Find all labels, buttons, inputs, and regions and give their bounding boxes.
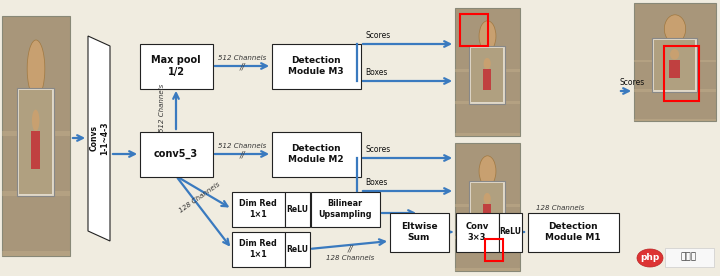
Bar [31,131,40,169]
Text: 512 Channels: 512 Channels [218,143,266,149]
Bar [455,269,520,271]
Bar [483,70,492,90]
Ellipse shape [484,58,491,70]
Ellipse shape [479,156,496,187]
FancyBboxPatch shape [498,213,521,251]
Text: php: php [640,253,660,262]
Polygon shape [476,192,499,235]
Polygon shape [24,107,48,189]
Text: Conv
3×3: Conv 3×3 [465,222,489,242]
Ellipse shape [637,249,663,267]
Text: Eltwise
Sum: Eltwise Sum [401,222,437,242]
Text: Detection
Module M1: Detection Module M1 [545,222,600,242]
Text: Boxes: Boxes [365,178,387,187]
Text: //: // [239,62,245,71]
FancyBboxPatch shape [284,232,310,267]
Bar [2,16,70,256]
Bar [634,89,716,92]
Text: Scores: Scores [365,145,390,154]
FancyBboxPatch shape [456,213,498,251]
Text: 128 Channels: 128 Channels [326,255,374,261]
Bar [634,119,716,121]
Text: Scores: Scores [619,78,644,87]
Bar [472,48,503,102]
Bar [654,40,695,89]
FancyBboxPatch shape [665,248,714,267]
Text: Detection
Module M2: Detection Module M2 [288,144,344,164]
Bar [469,46,505,104]
Bar [455,205,520,207]
Ellipse shape [484,193,491,205]
Bar [669,60,680,78]
Text: ReLU: ReLU [499,227,521,237]
FancyBboxPatch shape [284,192,310,227]
Bar [455,237,520,239]
Bar [2,251,70,256]
Bar [455,70,520,72]
Text: Dim Red
1×1: Dim Red 1×1 [239,239,277,259]
Text: Bilinear
Upsampling: Bilinear Upsampling [318,199,372,219]
Text: conv5_3: conv5_3 [154,149,198,159]
Text: 中文网: 中文网 [681,253,697,261]
Polygon shape [88,36,110,241]
Bar [469,181,505,239]
Text: 512 Channels: 512 Channels [218,55,266,61]
Ellipse shape [665,15,685,43]
FancyBboxPatch shape [271,44,361,89]
Text: Boxes: Boxes [365,68,387,77]
Bar [652,38,697,92]
Text: //: // [347,245,353,253]
Ellipse shape [479,21,496,52]
Text: 128 Channels: 128 Channels [536,205,584,211]
FancyBboxPatch shape [140,44,212,89]
Text: ReLU: ReLU [286,245,308,253]
Polygon shape [660,48,690,88]
Bar [19,90,53,194]
Bar [634,60,716,62]
Bar [2,131,70,136]
Bar [664,46,699,101]
FancyBboxPatch shape [232,192,284,227]
Bar [483,205,492,225]
Bar [455,133,520,136]
Text: Max pool
1/2: Max pool 1/2 [151,55,201,77]
FancyBboxPatch shape [140,131,212,176]
Text: Detection
Module M3: Detection Module M3 [288,56,344,76]
Bar [17,88,55,196]
Text: 128 Channels: 128 Channels [179,182,222,214]
Ellipse shape [670,49,679,60]
Text: Dim Red
1×1: Dim Red 1×1 [239,199,277,219]
Ellipse shape [32,110,40,131]
Text: 512 Channels: 512 Channels [159,84,165,132]
Bar [460,14,488,46]
FancyBboxPatch shape [528,213,618,251]
Bar [2,191,70,196]
Bar [485,239,503,261]
FancyBboxPatch shape [390,213,449,251]
Bar [455,143,520,271]
FancyBboxPatch shape [232,232,284,267]
Bar [455,102,520,104]
Ellipse shape [27,40,45,98]
Polygon shape [476,57,499,100]
Text: //: // [239,150,245,160]
Text: Scores: Scores [365,31,390,40]
FancyBboxPatch shape [271,131,361,176]
FancyBboxPatch shape [310,192,379,227]
Bar [472,183,503,237]
Bar [634,3,716,121]
Text: Convs
1-1~4-3: Convs 1-1~4-3 [89,121,109,155]
Bar [455,8,520,136]
Text: ReLU: ReLU [286,205,308,214]
